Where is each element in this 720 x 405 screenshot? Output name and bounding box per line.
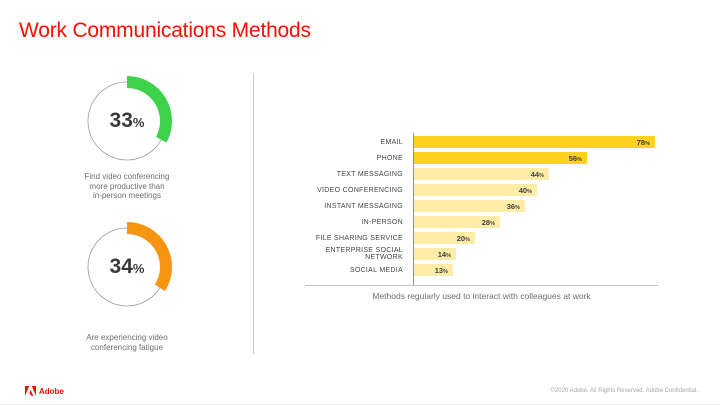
vertical-divider [253,73,254,354]
donut-value-suffix: % [132,115,145,130]
donut-value: 34 % [77,217,177,317]
donut-ring-graphic [87,76,172,161]
bar: 14 % [413,248,456,260]
bar-category-label: ENTERPRISE SOCIAL NETWORK [325,247,403,261]
donut-chart-video-fatigue: 34 % [77,217,177,317]
bar-value-label: 14 % [437,249,451,259]
donut-caption-video-fatigue: Are experiencing video conferencing fati… [86,333,168,352]
bar-row: FILE SHARING SERVICE 20 % [300,230,655,246]
bar-category-label: VIDEO CONFERENCING [317,186,403,194]
bar-category-label: TEXT MESSAGING [336,170,403,178]
bar-chart-caption: Methods regularly used to interact with … [372,291,591,301]
bar: 13 % [413,264,453,276]
bar-value-label: 44 % [530,169,544,179]
donut-ring-graphic [87,222,172,307]
bar-value-label: 28 % [481,217,495,227]
bar-category-label: INSTANT MESSAGING [324,202,403,210]
bar: 44 % [413,168,549,180]
donut-value-number: 33 [109,109,133,132]
donut-value-number: 34 [109,255,133,278]
bar-row: EMAIL 78 % [300,134,655,150]
bar-category-label: EMAIL [380,138,403,146]
donut-value-suffix: % [132,261,145,276]
adobe-wordmark: Adobe [39,386,64,396]
bar-chart: EMAIL 78 % PHONE 56 % TEXT MESSAGING 44 … [300,134,655,278]
bar-chart-axis-line [413,133,414,285]
bar-category-label: PHONE [376,154,403,162]
bar-value-label: 36 % [506,201,520,211]
bar: 36 % [413,200,525,212]
bar-value-label: 40 % [518,185,532,195]
donut-chart-video-productive: 33 % [77,71,177,171]
bar-value-label: 20 % [456,233,470,243]
bar-row: SOCIAL MEDIA 13 % [300,262,655,278]
bar-row: IN-PERSON 28 % [300,214,655,230]
bar-value-label: 13 % [434,265,448,275]
bar-category-label: IN-PERSON [361,218,403,226]
bar-value-label: 78 % [636,137,650,147]
bar-row: ENTERPRISE SOCIAL NETWORK 14 % [300,246,655,262]
bar: 40 % [413,184,537,196]
bar-row: TEXT MESSAGING 44 % [300,166,655,182]
bar-row: PHONE 56 % [300,150,655,166]
bar-category-label: FILE SHARING SERVICE [315,234,403,242]
bar: 20 % [413,232,475,244]
bar-category-label: SOCIAL MEDIA [349,266,403,274]
bar: 56 % [413,152,587,164]
bar-value-label: 56 % [568,153,582,163]
bar: 78 % [413,136,655,148]
adobe-a-icon [25,386,36,396]
donut-value: 33 % [77,71,177,171]
slide-title: Work Communications Methods [19,19,311,42]
bar: 28 % [413,216,500,228]
bar-row: INSTANT MESSAGING 36 % [300,198,655,214]
bar-row: VIDEO CONFERENCING 40 % [300,182,655,198]
donut-caption-video-productive: Find video conferencing more productive … [84,172,170,200]
bar-chart-baseline [305,285,658,286]
copyright-text: ©2020 Adobe. All Rights Reserved. Adobe … [550,388,698,394]
adobe-logo: Adobe [25,386,64,396]
